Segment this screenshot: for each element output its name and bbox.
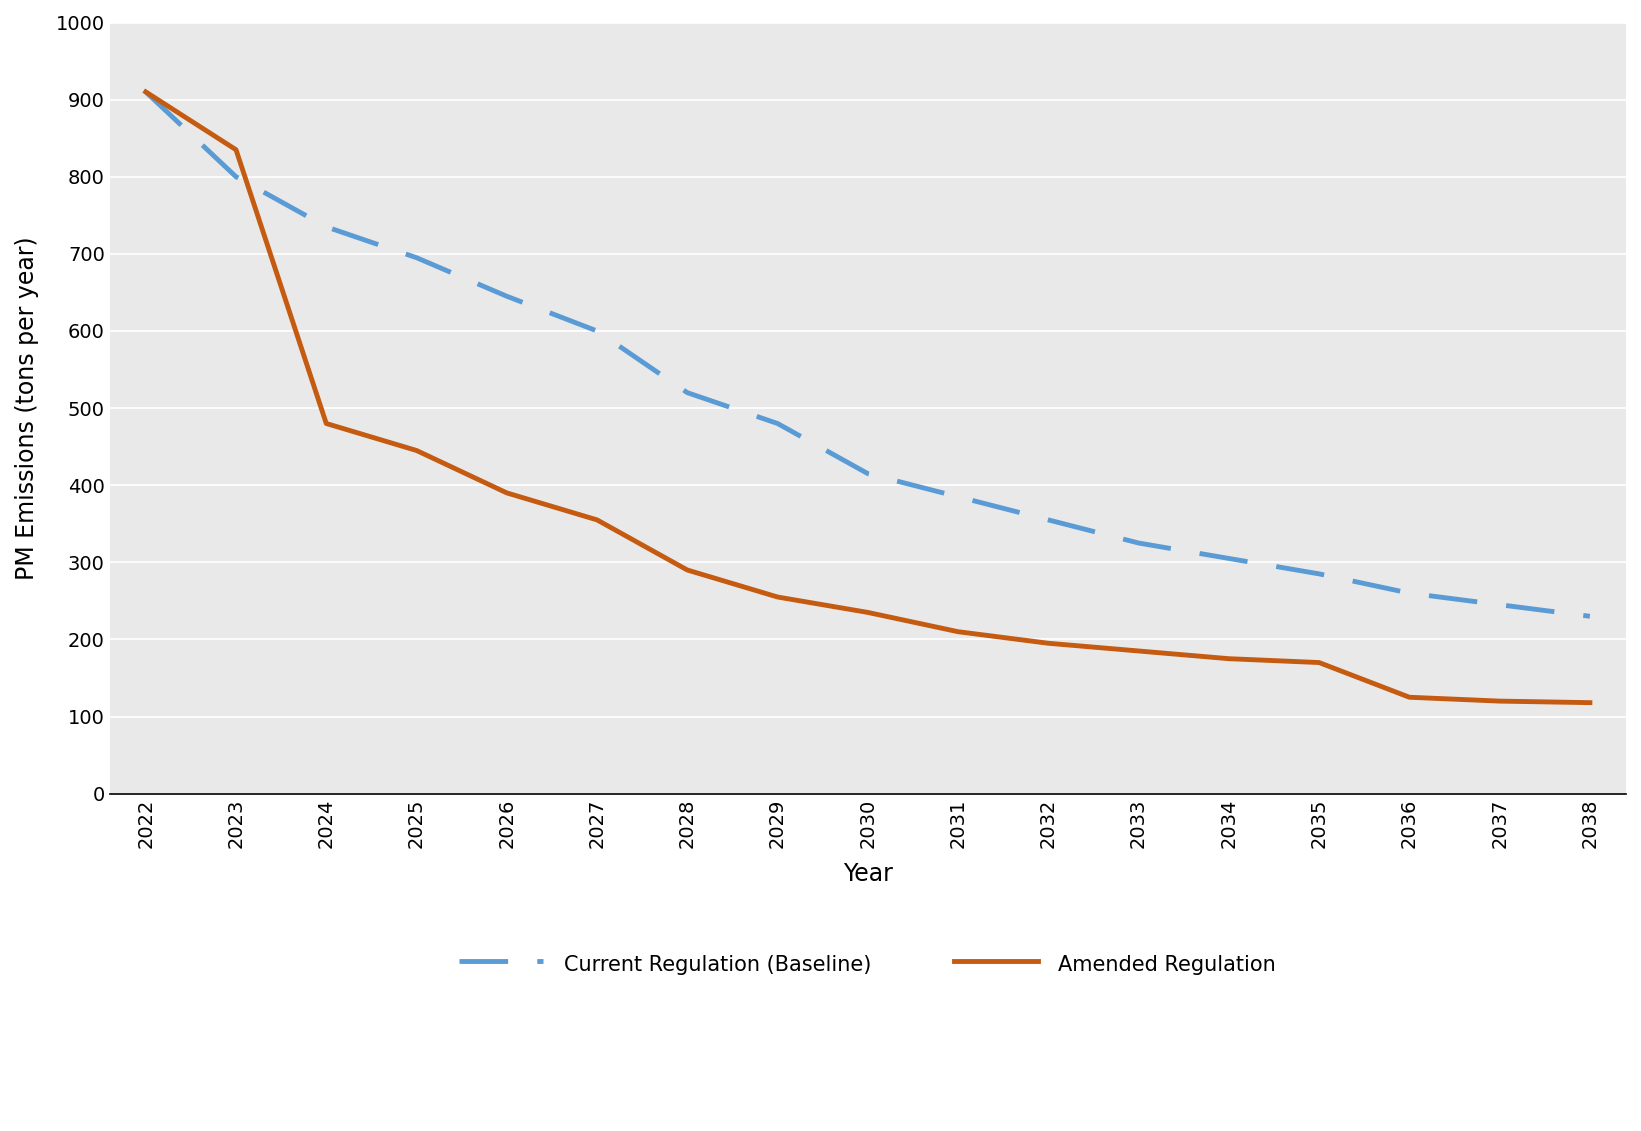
Current Regulation (Baseline)	[317, 221, 336, 234]
X-axis label: Year: Year	[843, 862, 893, 886]
Amended Regulation	[1490, 694, 1510, 708]
Amended Regulation	[1310, 656, 1329, 670]
Amended Regulation	[136, 85, 156, 98]
Amended Regulation	[948, 625, 968, 639]
Current Regulation (Baseline)	[1039, 513, 1058, 527]
Amended Regulation	[226, 143, 246, 156]
Amended Regulation	[497, 486, 517, 500]
Amended Regulation	[1039, 637, 1058, 650]
Amended Regulation	[317, 416, 336, 430]
Current Regulation (Baseline)	[858, 467, 878, 481]
Current Regulation (Baseline)	[587, 325, 607, 338]
Amended Regulation	[1219, 651, 1239, 665]
Current Regulation (Baseline)	[1400, 586, 1419, 599]
Current Regulation (Baseline)	[497, 290, 517, 303]
Current Regulation (Baseline)	[1580, 610, 1600, 623]
Amended Regulation	[1580, 696, 1600, 709]
Current Regulation (Baseline)	[136, 85, 156, 98]
Amended Regulation	[1129, 645, 1149, 658]
Current Regulation (Baseline)	[407, 251, 427, 265]
Current Regulation (Baseline)	[948, 490, 968, 503]
Amended Regulation	[1400, 690, 1419, 703]
Current Regulation (Baseline)	[678, 386, 697, 399]
Amended Regulation	[858, 605, 878, 619]
Current Regulation (Baseline)	[768, 416, 788, 430]
Current Regulation (Baseline)	[226, 170, 246, 183]
Line: Amended Regulation: Amended Regulation	[146, 92, 1590, 702]
Current Regulation (Baseline)	[1490, 598, 1510, 612]
Current Regulation (Baseline)	[1129, 536, 1149, 550]
Amended Regulation	[407, 443, 427, 457]
Y-axis label: PM Emissions (tons per year): PM Emissions (tons per year)	[15, 236, 39, 580]
Legend: Current Regulation (Baseline), Amended Regulation: Current Regulation (Baseline), Amended R…	[451, 943, 1285, 985]
Amended Regulation	[678, 563, 697, 577]
Amended Regulation	[768, 590, 788, 604]
Line: Current Regulation (Baseline): Current Regulation (Baseline)	[146, 92, 1590, 616]
Amended Regulation	[587, 513, 607, 527]
Current Regulation (Baseline)	[1219, 552, 1239, 566]
Current Regulation (Baseline)	[1310, 567, 1329, 580]
